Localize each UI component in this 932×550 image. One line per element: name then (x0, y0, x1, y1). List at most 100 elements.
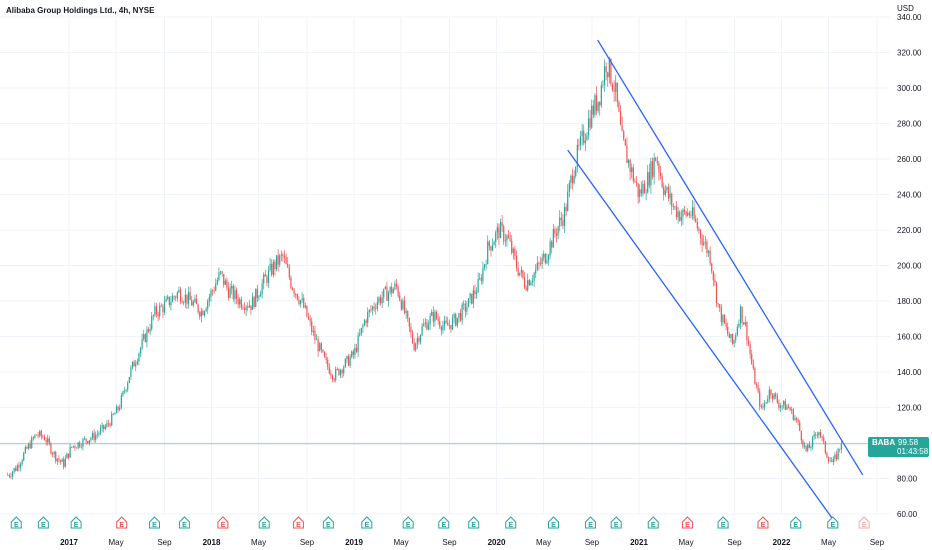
candle-body (490, 246, 492, 251)
price-tag-box (868, 437, 929, 457)
candle-body (530, 282, 532, 286)
candle-body (795, 418, 798, 420)
candle-body (827, 457, 830, 462)
earnings-marker[interactable]: E (438, 516, 450, 529)
candle-body (605, 66, 607, 73)
candle-body (568, 182, 570, 192)
earnings-marker[interactable]: E (10, 516, 22, 529)
x-tick-label: 2017 (60, 538, 78, 547)
candle-body (375, 308, 377, 310)
earnings-marker-label: E (471, 522, 476, 529)
candle-body (352, 351, 354, 355)
earnings-marker[interactable]: E (585, 516, 597, 529)
candle-body (410, 326, 412, 333)
candle-body (680, 216, 682, 221)
candle-body (387, 292, 390, 301)
candle-body (586, 135, 588, 141)
trend-channel[interactable] (567, 39, 864, 522)
earnings-marker-shape (647, 516, 659, 529)
candle-body (683, 209, 686, 212)
candle-body (75, 447, 78, 449)
candle-body (538, 262, 540, 264)
candle-body (839, 448, 841, 450)
candle-body (626, 145, 628, 164)
candle-body (69, 446, 71, 458)
candle-body (179, 289, 182, 302)
candle-body (221, 271, 223, 274)
candle-body (562, 220, 564, 226)
x-tick-label: May (821, 538, 836, 547)
earnings-marker[interactable]: E (681, 516, 693, 529)
candle-body (725, 323, 727, 327)
earnings-marker[interactable]: E (827, 516, 839, 529)
earnings-marker-shape (149, 516, 160, 529)
earnings-marker[interactable]: E (178, 516, 190, 529)
earnings-marker[interactable]: E (292, 516, 304, 529)
candle-body (570, 175, 572, 183)
candle-body (218, 272, 220, 281)
candle-body (147, 329, 150, 332)
earnings-marker[interactable]: E (361, 516, 373, 529)
earnings-marker[interactable]: E (505, 516, 517, 529)
candle-body (597, 101, 599, 111)
candle-body (207, 300, 209, 309)
earnings-marker[interactable]: E (37, 516, 49, 529)
earnings-marker[interactable]: E (70, 516, 82, 529)
candle-body (749, 344, 751, 355)
candle-body (360, 327, 362, 334)
candle-body (800, 430, 802, 441)
candle-body (709, 250, 711, 264)
candle-body (591, 105, 593, 128)
candle-body (165, 298, 167, 302)
price-tag[interactable]: BABA 99.58 01:43:58 (868, 437, 929, 457)
earnings-marker[interactable]: E (217, 516, 229, 529)
candle-body (752, 363, 754, 369)
candle-body (253, 296, 255, 307)
candle-body (272, 261, 274, 275)
candle-body (274, 261, 276, 270)
earnings-marker[interactable]: E (322, 516, 334, 529)
earnings-marker[interactable]: E (116, 516, 128, 529)
earnings-marker[interactable]: E (790, 516, 802, 529)
candle-body (320, 343, 322, 350)
candle-body (296, 294, 298, 300)
candle-body (93, 432, 95, 440)
earnings-marker[interactable]: E (548, 516, 559, 529)
candle-body (519, 272, 521, 276)
earnings-marker[interactable]: E (468, 516, 480, 529)
candle-body (205, 308, 207, 312)
candle-body (755, 384, 758, 386)
earnings-marker[interactable]: E (647, 516, 659, 529)
candle-body (527, 280, 529, 290)
candle-body (159, 305, 161, 317)
candle-body (178, 289, 180, 293)
candle-body (80, 446, 82, 448)
candle-body (565, 207, 567, 211)
candle-body (631, 167, 633, 172)
candle-body (58, 458, 60, 461)
earnings-marker[interactable]: E (258, 516, 270, 529)
candle-body (672, 206, 674, 208)
earnings-marker[interactable]: E (610, 516, 622, 529)
candle-body (61, 459, 63, 462)
earnings-marker[interactable]: E (757, 516, 769, 529)
candle-body (176, 292, 178, 299)
earnings-marker[interactable]: E (402, 516, 414, 529)
candle-body (247, 306, 249, 308)
candle-body (739, 306, 742, 324)
x-axis[interactable]: 2017 May Sep 2018 May Sep 2019 May Sep 2020 May Sep… (60, 538, 885, 547)
candle-body (391, 286, 393, 294)
candle-body (351, 351, 353, 358)
candle-body (426, 322, 428, 330)
earnings-marker[interactable]: E (717, 516, 729, 529)
candle-body (447, 322, 449, 326)
price-tag-countdown: 01:43:58 (897, 447, 929, 456)
earnings-marker-label: E (551, 522, 556, 529)
candle-body (589, 118, 591, 128)
earnings-marker[interactable]: E (149, 516, 160, 529)
earnings-marker[interactable]: E (858, 516, 870, 529)
candle-body (298, 299, 300, 304)
candle-body (263, 274, 265, 284)
